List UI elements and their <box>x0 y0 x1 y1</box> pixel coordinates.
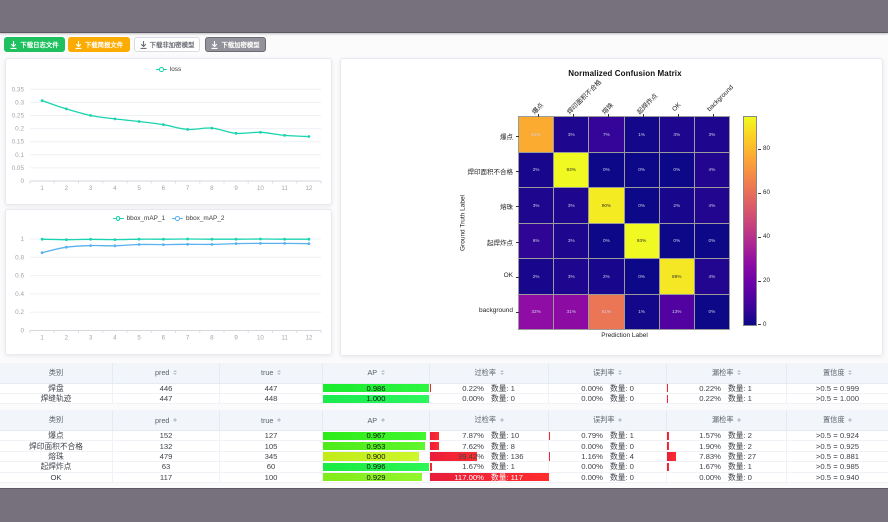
svg-text:0.2: 0.2 <box>15 126 24 133</box>
svg-text:0.4: 0.4 <box>15 291 24 298</box>
svg-text:0.3: 0.3 <box>15 99 24 106</box>
svg-text:9: 9 <box>234 185 238 192</box>
svg-text:11: 11 <box>281 335 288 342</box>
svg-text:5: 5 <box>137 185 141 192</box>
svg-text:1: 1 <box>40 335 44 342</box>
svg-text:8: 8 <box>210 335 214 342</box>
svg-text:0: 0 <box>20 328 24 335</box>
svg-text:4: 4 <box>113 335 117 342</box>
svg-text:10: 10 <box>257 335 264 342</box>
svg-text:2: 2 <box>65 335 69 342</box>
svg-text:0.1: 0.1 <box>15 152 24 159</box>
svg-text:10: 10 <box>257 185 264 192</box>
svg-text:0.05: 0.05 <box>12 165 25 172</box>
svg-text:7: 7 <box>186 335 190 342</box>
svg-text:0.8: 0.8 <box>15 254 24 261</box>
svg-text:1: 1 <box>40 185 44 192</box>
svg-text:12: 12 <box>305 185 312 192</box>
svg-text:6: 6 <box>162 335 166 342</box>
svg-text:11: 11 <box>281 185 288 192</box>
svg-text:0.15: 0.15 <box>12 139 25 146</box>
svg-text:2: 2 <box>65 185 69 192</box>
svg-text:7: 7 <box>186 185 190 192</box>
svg-text:8: 8 <box>210 185 214 192</box>
svg-text:0.35: 0.35 <box>12 86 25 93</box>
svg-text:0.25: 0.25 <box>12 113 25 120</box>
svg-text:4: 4 <box>113 185 117 192</box>
svg-text:5: 5 <box>137 335 141 342</box>
svg-text:0: 0 <box>20 178 24 185</box>
svg-text:6: 6 <box>162 185 166 192</box>
svg-text:0.6: 0.6 <box>15 273 24 280</box>
svg-text:9: 9 <box>234 335 238 342</box>
svg-text:12: 12 <box>305 335 312 342</box>
svg-text:1: 1 <box>20 236 24 243</box>
svg-text:3: 3 <box>89 335 93 342</box>
svg-text:3: 3 <box>89 185 93 192</box>
svg-text:0.2: 0.2 <box>15 309 24 316</box>
